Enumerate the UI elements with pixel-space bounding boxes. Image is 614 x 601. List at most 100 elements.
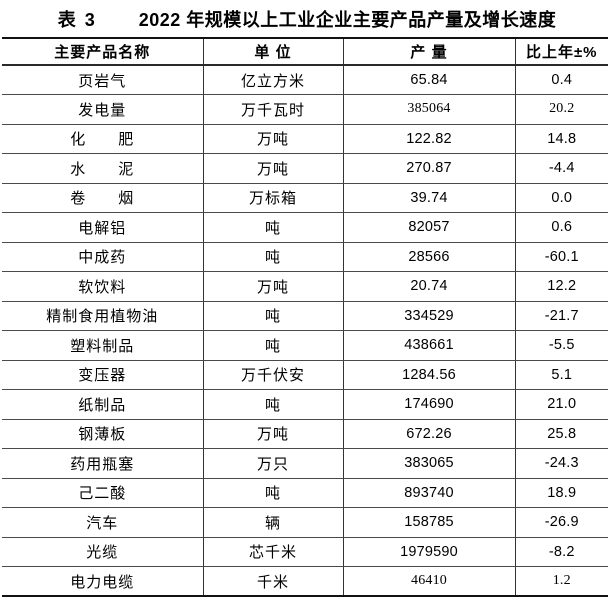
table-row: 化 肥 万吨 122.82 14.8 bbox=[2, 124, 608, 154]
output-cell: 158785 bbox=[342, 507, 515, 538]
product-name-cell: 中成药 bbox=[2, 242, 203, 272]
table-row: 光缆 芯千米 1979590 -8.2 bbox=[2, 537, 608, 567]
change-cell: -4.4 bbox=[514, 153, 608, 184]
change-cell: -5.5 bbox=[514, 330, 608, 361]
table-row: 电解铝 吨 82057 0.6 bbox=[2, 212, 608, 243]
unit-cell: 千米 bbox=[202, 566, 343, 596]
output-cell: 174690 bbox=[342, 389, 515, 420]
output-cell: 672.26 bbox=[342, 419, 515, 449]
product-name-cell: 电解铝 bbox=[2, 212, 203, 243]
product-name-cell: 药用瓶塞 bbox=[2, 448, 203, 479]
product-name-cell: 卷 烟 bbox=[2, 183, 203, 213]
unit-cell: 吨 bbox=[202, 242, 343, 272]
table-row: 塑料制品 吨 438661 -5.5 bbox=[2, 330, 608, 361]
table-title-text: 2022 年规模以上工业企业主要产品产量及增长速度 bbox=[138, 10, 557, 30]
unit-cell: 芯千米 bbox=[202, 537, 343, 567]
table-row: 页岩气 亿立方米 65.84 0.4 bbox=[2, 65, 608, 95]
output-cell: 385064 bbox=[342, 94, 515, 125]
table-row: 变压器 万千伏安 1284.56 5.1 bbox=[2, 360, 608, 390]
change-cell: -21.7 bbox=[514, 301, 608, 331]
header-row: 主要产品名称 单 位 产 量 比上年±% bbox=[2, 38, 608, 66]
product-name-cell: 精制食用植物油 bbox=[2, 301, 203, 331]
page-title: 表 3 2022 年规模以上工业企业主要产品产量及增长速度 bbox=[0, 6, 614, 32]
unit-cell: 吨 bbox=[202, 389, 343, 420]
output-cell: 1284.56 bbox=[342, 360, 515, 390]
table-number-label: 表 3 bbox=[57, 10, 97, 30]
product-name-cell: 汽车 bbox=[2, 507, 203, 538]
unit-cell: 万吨 bbox=[202, 271, 343, 302]
output-cell: 1979590 bbox=[342, 537, 515, 567]
output-cell: 383065 bbox=[342, 448, 515, 479]
change-cell: 14.8 bbox=[514, 124, 608, 154]
unit-cell: 万标箱 bbox=[202, 183, 343, 213]
unit-cell: 万吨 bbox=[202, 419, 343, 449]
table-row: 药用瓶塞 万只 383065 -24.3 bbox=[2, 448, 608, 479]
change-cell: -24.3 bbox=[514, 448, 608, 479]
col-header-output: 产 量 bbox=[342, 38, 515, 66]
output-cell: 46410 bbox=[342, 566, 515, 596]
change-cell: -60.1 bbox=[514, 242, 608, 272]
table-header: 主要产品名称 单 位 产 量 比上年±% bbox=[2, 38, 608, 66]
output-cell: 438661 bbox=[342, 330, 515, 361]
product-name-cell: 纸制品 bbox=[2, 389, 203, 420]
col-header-change: 比上年±% bbox=[514, 38, 608, 66]
products-table: 主要产品名称 单 位 产 量 比上年±% 页岩气 亿立方米 65.84 0.4 … bbox=[2, 37, 608, 597]
table-row: 纸制品 吨 174690 21.0 bbox=[2, 389, 608, 420]
change-cell: 5.1 bbox=[514, 360, 608, 390]
col-header-product: 主要产品名称 bbox=[2, 38, 203, 66]
output-cell: 270.87 bbox=[342, 153, 515, 184]
product-name-cell: 页岩气 bbox=[2, 65, 203, 95]
change-cell: 12.2 bbox=[514, 271, 608, 302]
unit-cell: 吨 bbox=[202, 478, 343, 508]
table-row: 软饮料 万吨 20.74 12.2 bbox=[2, 271, 608, 302]
table-row: 汽车 辆 158785 -26.9 bbox=[2, 507, 608, 538]
unit-cell: 万千伏安 bbox=[202, 360, 343, 390]
output-cell: 122.82 bbox=[342, 124, 515, 154]
unit-cell: 万只 bbox=[202, 448, 343, 479]
unit-cell: 吨 bbox=[202, 212, 343, 243]
unit-cell: 辆 bbox=[202, 507, 343, 538]
output-cell: 82057 bbox=[342, 212, 515, 243]
product-name-cell: 光缆 bbox=[2, 537, 203, 567]
change-cell: 25.8 bbox=[514, 419, 608, 449]
table-row: 中成药 吨 28566 -60.1 bbox=[2, 242, 608, 272]
change-cell: 1.2 bbox=[514, 566, 608, 596]
col-header-unit: 单 位 bbox=[202, 38, 343, 66]
table-row: 发电量 万千瓦时 385064 20.2 bbox=[2, 94, 608, 125]
output-cell: 39.74 bbox=[342, 183, 515, 213]
change-cell: 18.9 bbox=[514, 478, 608, 508]
output-cell: 893740 bbox=[342, 478, 515, 508]
table-body: 页岩气 亿立方米 65.84 0.4 发电量 万千瓦时 385064 20.2 … bbox=[2, 65, 608, 596]
output-cell: 334529 bbox=[342, 301, 515, 331]
output-cell: 28566 bbox=[342, 242, 515, 272]
table-row: 卷 烟 万标箱 39.74 0.0 bbox=[2, 183, 608, 213]
change-cell: 20.2 bbox=[514, 94, 608, 125]
table-row: 己二酸 吨 893740 18.9 bbox=[2, 478, 608, 508]
product-name-cell: 水 泥 bbox=[2, 153, 203, 184]
change-cell: -8.2 bbox=[514, 537, 608, 567]
table-row: 电力电缆 千米 46410 1.2 bbox=[2, 566, 608, 596]
table-row: 精制食用植物油 吨 334529 -21.7 bbox=[2, 301, 608, 331]
product-name-cell: 软饮料 bbox=[2, 271, 203, 302]
unit-cell: 吨 bbox=[202, 301, 343, 331]
unit-cell: 亿立方米 bbox=[202, 65, 343, 95]
unit-cell: 万吨 bbox=[202, 153, 343, 184]
change-cell: 21.0 bbox=[514, 389, 608, 420]
product-name-cell: 化 肥 bbox=[2, 124, 203, 154]
product-name-cell: 塑料制品 bbox=[2, 330, 203, 361]
unit-cell: 吨 bbox=[202, 330, 343, 361]
product-name-cell: 己二酸 bbox=[2, 478, 203, 508]
change-cell: 0.4 bbox=[514, 65, 608, 95]
change-cell: 0.0 bbox=[514, 183, 608, 213]
unit-cell: 万吨 bbox=[202, 124, 343, 154]
product-name-cell: 电力电缆 bbox=[70, 573, 135, 591]
table-row: 钢薄板 万吨 672.26 25.8 bbox=[2, 419, 608, 449]
table-row: 水 泥 万吨 270.87 -4.4 bbox=[2, 153, 608, 184]
unit-cell: 万千瓦时 bbox=[202, 94, 343, 125]
product-name-cell: 变压器 bbox=[2, 360, 203, 390]
change-cell: -26.9 bbox=[514, 507, 608, 538]
output-cell: 20.74 bbox=[342, 271, 515, 302]
change-cell: 0.6 bbox=[514, 212, 608, 243]
product-name-cell: 钢薄板 bbox=[2, 419, 203, 449]
